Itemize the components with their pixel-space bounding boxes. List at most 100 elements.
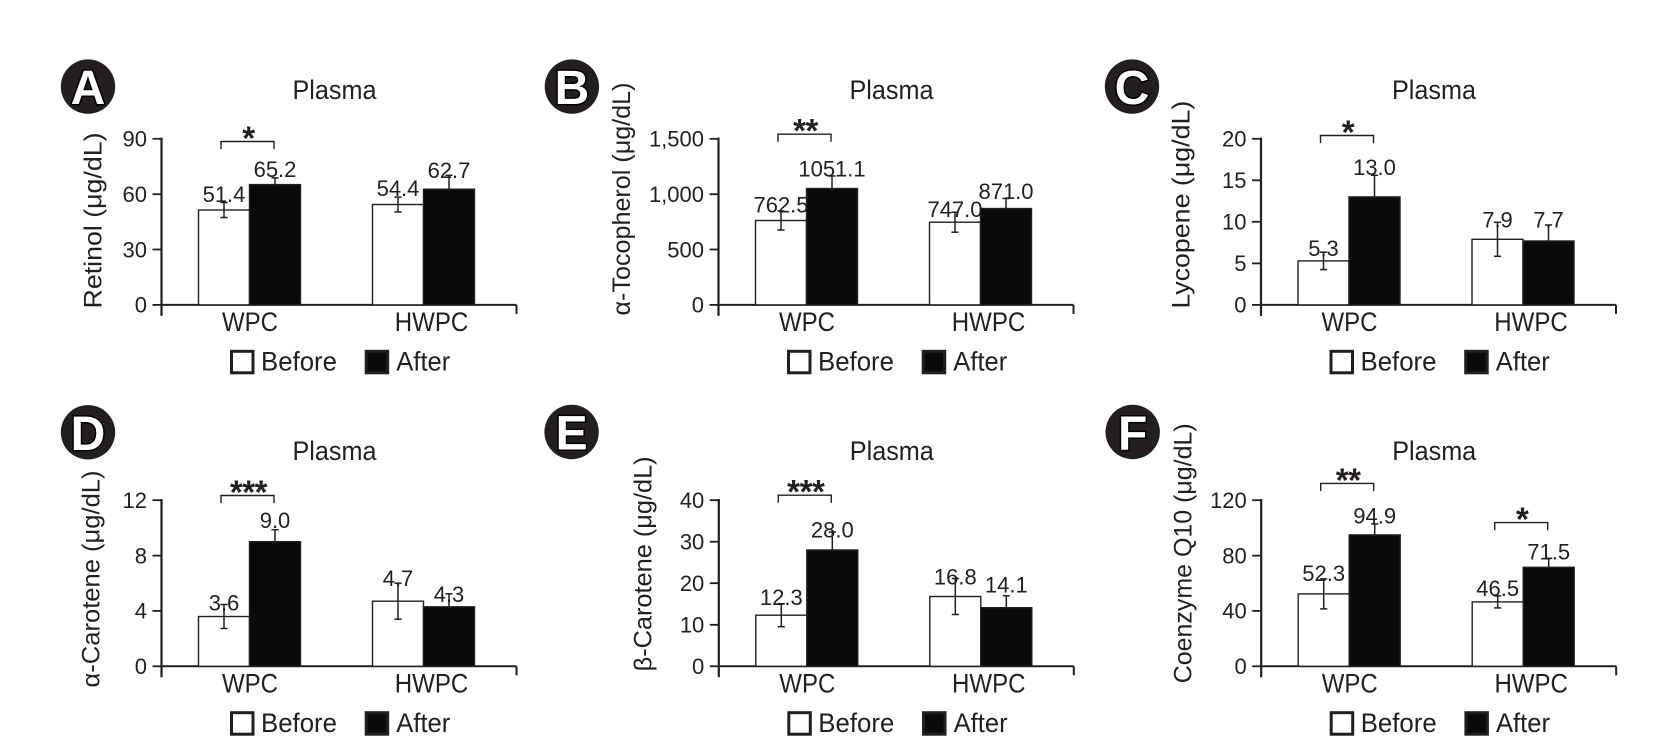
svg-text:HWPC: HWPC [395, 668, 469, 698]
svg-text:B: B [555, 62, 590, 115]
svg-text:Before: Before [1361, 708, 1437, 738]
svg-text:WPC: WPC [1322, 307, 1378, 337]
svg-text:40: 40 [680, 488, 704, 513]
svg-text:*: * [1342, 114, 1355, 151]
svg-text:C: C [1115, 62, 1150, 115]
svg-text:Plasma: Plasma [1392, 436, 1477, 466]
svg-text:3.6: 3.6 [209, 590, 240, 615]
svg-text:Retinol (μg/dL): Retinol (μg/dL) [80, 133, 108, 309]
svg-text:Plasma: Plasma [293, 436, 378, 466]
svg-text:0: 0 [135, 654, 147, 679]
svg-text:Lycopene (μg/dL): Lycopene (μg/dL) [1168, 101, 1196, 309]
svg-text:80: 80 [1222, 543, 1246, 568]
svg-text:4.7: 4.7 [383, 566, 414, 591]
svg-text:After: After [1496, 708, 1550, 738]
svg-text:*: * [242, 120, 255, 157]
svg-text:60: 60 [123, 182, 147, 207]
svg-text:14.1: 14.1 [985, 573, 1028, 598]
svg-text:WPC: WPC [779, 307, 835, 337]
svg-text:12: 12 [123, 488, 147, 513]
svg-text:*: * [812, 473, 825, 510]
svg-text:Before: Before [1361, 347, 1437, 377]
svg-text:500: 500 [667, 237, 704, 262]
svg-text:*: * [787, 473, 800, 510]
svg-text:7.7: 7.7 [1533, 208, 1564, 233]
svg-text:5.3: 5.3 [1308, 236, 1339, 261]
svg-text:8: 8 [135, 543, 147, 568]
svg-text:90: 90 [123, 127, 147, 152]
svg-text:HWPC: HWPC [952, 668, 1026, 698]
svg-text:Before: Before [818, 708, 894, 738]
svg-text:7.9: 7.9 [1482, 207, 1513, 232]
svg-text:WPC: WPC [1322, 668, 1378, 698]
svg-text:After: After [1496, 347, 1550, 377]
svg-text:0: 0 [692, 293, 704, 318]
svg-text:46.5: 46.5 [1476, 576, 1519, 601]
svg-text:51.4: 51.4 [203, 182, 246, 207]
svg-text:9.0: 9.0 [260, 508, 291, 533]
svg-text:WPC: WPC [779, 668, 835, 698]
svg-text:40: 40 [1222, 599, 1246, 624]
svg-text:*: * [242, 474, 255, 511]
svg-text:13.0: 13.0 [1353, 155, 1396, 180]
svg-text:871.0: 871.0 [978, 179, 1033, 204]
svg-text:0: 0 [1234, 293, 1246, 318]
svg-text:747.0: 747.0 [927, 197, 982, 222]
svg-text:62.7: 62.7 [428, 158, 471, 183]
svg-text:20: 20 [680, 571, 704, 596]
svg-text:30: 30 [680, 530, 704, 555]
svg-text:After: After [953, 347, 1007, 377]
svg-text:*: * [255, 474, 268, 511]
svg-text:*: * [230, 474, 243, 511]
svg-text:β-Carotene (μg/dL): β-Carotene (μg/dL) [629, 456, 657, 671]
svg-text:20: 20 [1222, 127, 1246, 152]
svg-text:4.3: 4.3 [434, 582, 465, 607]
svg-text:A: A [71, 62, 106, 115]
svg-text:*: * [1348, 461, 1361, 498]
svg-text:10: 10 [680, 613, 704, 638]
svg-text:*: * [1516, 501, 1529, 538]
svg-text:HWPC: HWPC [1494, 668, 1568, 698]
svg-text:65.2: 65.2 [254, 157, 297, 182]
svg-text:After: After [396, 708, 450, 738]
svg-text:16.8: 16.8 [934, 565, 977, 590]
svg-text:Before: Before [261, 347, 337, 377]
svg-text:*: * [793, 112, 806, 149]
svg-text:15: 15 [1222, 168, 1246, 193]
svg-text:52.3: 52.3 [1302, 561, 1345, 586]
svg-text:30: 30 [123, 237, 147, 262]
svg-text:*: * [805, 112, 818, 149]
svg-text:94.9: 94.9 [1353, 504, 1396, 529]
svg-text:HWPC: HWPC [1494, 307, 1568, 337]
svg-text:12.3: 12.3 [760, 585, 803, 610]
svg-text:Plasma: Plasma [850, 436, 935, 466]
svg-text:Plasma: Plasma [1392, 75, 1477, 105]
svg-text:Coenzyme Q10 (μg/dL): Coenzyme Q10 (μg/dL) [1170, 423, 1198, 683]
svg-text:28.0: 28.0 [811, 518, 854, 543]
svg-text:0: 0 [692, 654, 704, 679]
svg-text:4: 4 [135, 599, 147, 624]
svg-text:Before: Before [261, 708, 337, 738]
svg-text:WPC: WPC [222, 668, 278, 698]
svg-text:1,000: 1,000 [649, 182, 704, 207]
svg-text:Plasma: Plasma [293, 75, 378, 105]
svg-text:10: 10 [1222, 210, 1246, 235]
svg-text:1051.1: 1051.1 [798, 157, 865, 182]
svg-text:0: 0 [135, 293, 147, 318]
svg-text:α-Tocopherol (μg/dL): α-Tocopherol (μg/dL) [608, 83, 636, 316]
svg-text:762.5: 762.5 [753, 193, 808, 218]
svg-text:WPC: WPC [222, 307, 278, 337]
svg-text:120: 120 [1210, 488, 1247, 513]
svg-text:71.5: 71.5 [1527, 540, 1570, 565]
svg-text:Plasma: Plasma [850, 75, 935, 105]
svg-text:Before: Before [818, 347, 894, 377]
svg-text:HWPC: HWPC [395, 307, 469, 337]
svg-text:*: * [1336, 461, 1349, 498]
svg-text:54.4: 54.4 [377, 176, 420, 201]
svg-text:*: * [800, 473, 813, 510]
svg-text:HWPC: HWPC [952, 307, 1026, 337]
svg-text:D: D [71, 408, 106, 461]
svg-text:E: E [556, 408, 588, 461]
svg-text:After: After [396, 347, 450, 377]
svg-text:1,500: 1,500 [649, 127, 704, 152]
